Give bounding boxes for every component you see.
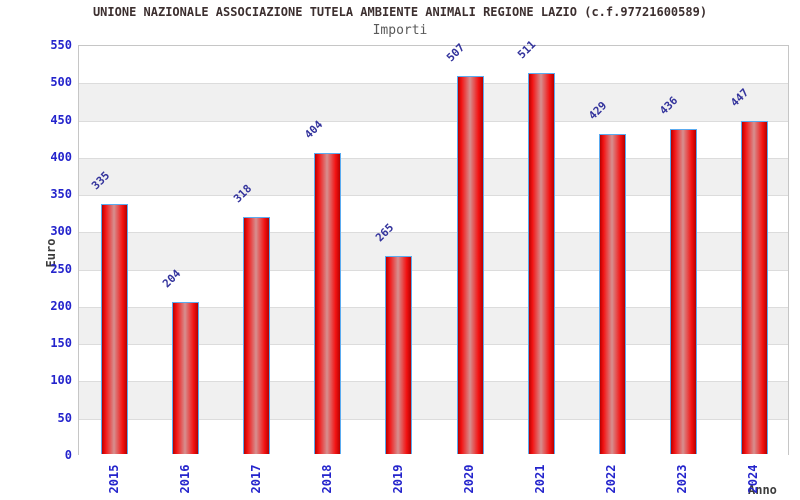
plot-band <box>79 46 788 84</box>
gridline <box>79 232 788 234</box>
bar-2020 <box>456 76 484 454</box>
gridline <box>79 83 788 85</box>
bar-2016 <box>172 301 200 454</box>
gridline <box>79 418 788 420</box>
y-tick-label: 150 <box>50 336 72 351</box>
y-tick-label: 450 <box>50 112 72 127</box>
plot-band <box>79 232 788 270</box>
x-tick-label-2017: 2017 <box>248 464 263 494</box>
plot-band <box>79 195 788 233</box>
gridline <box>79 195 788 197</box>
x-tick-label-2018: 2018 <box>319 464 334 494</box>
x-tick-label-2024: 2024 <box>746 464 761 494</box>
y-tick-label: 200 <box>50 298 72 313</box>
bar-2024 <box>740 120 768 454</box>
bar-2023 <box>669 128 697 454</box>
y-tick-label: 250 <box>50 261 72 276</box>
x-tick-label-2022: 2022 <box>604 464 619 494</box>
x-tick-label-2015: 2015 <box>106 464 121 494</box>
plot-band <box>79 157 788 196</box>
x-tick-label-2023: 2023 <box>675 464 690 494</box>
y-tick-label: 350 <box>50 187 72 202</box>
y-tick-label: 0 <box>64 448 72 462</box>
y-tick-label: 300 <box>50 224 72 239</box>
y-tick-label: 100 <box>50 373 72 388</box>
bar-2017 <box>243 216 271 454</box>
bar-2018 <box>314 152 342 454</box>
gridline <box>79 157 788 159</box>
gridline <box>79 344 788 346</box>
y-tick-label: 500 <box>50 75 72 90</box>
bar-2021 <box>527 73 555 454</box>
gridline <box>79 120 788 122</box>
y-tick-label: 50 <box>57 410 72 425</box>
x-tick-label-2019: 2019 <box>390 464 405 494</box>
chart-title: UNIONE NAZIONALE ASSOCIAZIONE TUTELA AMB… <box>92 5 708 19</box>
gridline <box>79 381 788 383</box>
x-tick-label-2021: 2021 <box>533 464 548 494</box>
chart-subtitle: Importi <box>372 23 428 38</box>
y-tick-label: 400 <box>50 149 72 164</box>
bar-2015 <box>101 204 129 454</box>
plot-band <box>79 120 788 158</box>
y-tick-label: 550 <box>50 38 72 52</box>
bar-2022 <box>598 134 626 454</box>
gridline <box>79 269 788 271</box>
plot-area <box>78 45 789 456</box>
plot-band <box>79 83 788 121</box>
bar-2019 <box>385 256 413 454</box>
x-axis-title: Anno <box>748 483 777 497</box>
gridline <box>79 306 788 308</box>
plot-band <box>79 269 788 307</box>
x-tick-label-2020: 2020 <box>462 464 477 494</box>
x-tick-label-2016: 2016 <box>177 464 192 494</box>
